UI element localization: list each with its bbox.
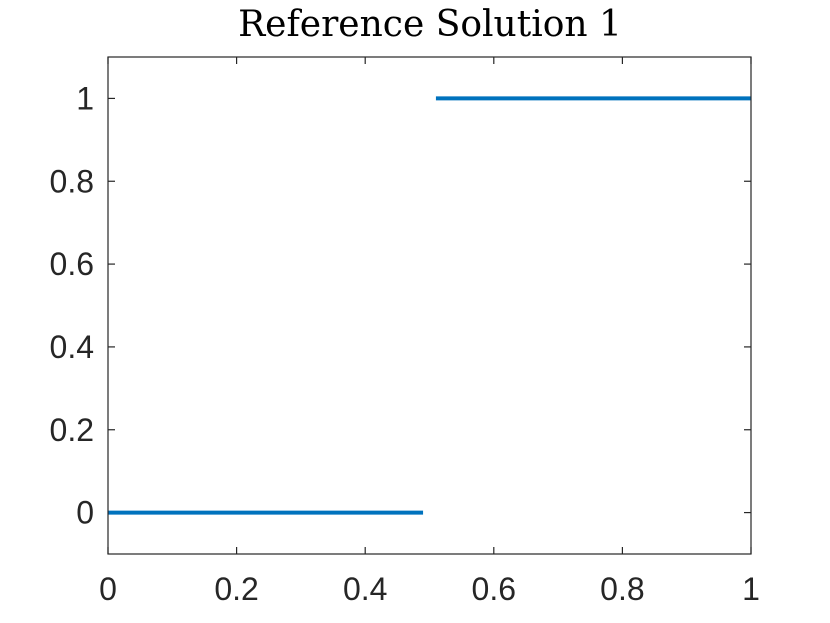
series-group bbox=[108, 96, 751, 515]
plot-area bbox=[108, 57, 751, 554]
x-tick-labels: 0 0.2 0.4 0.6 0.8 1 bbox=[99, 571, 760, 607]
x-tick-label: 0.6 bbox=[472, 571, 516, 607]
y-tick-label: 0.2 bbox=[50, 412, 94, 448]
y-tick-label: 0.4 bbox=[50, 329, 94, 365]
x-tick-label: 0.8 bbox=[600, 571, 644, 607]
chart-title: Reference Solution 1 bbox=[238, 4, 622, 45]
x-tick-label: 0.2 bbox=[214, 571, 258, 607]
x-tick-label: 0.4 bbox=[343, 571, 387, 607]
x-tick-label: 0 bbox=[99, 571, 117, 607]
y-tick-label: 0.6 bbox=[50, 246, 94, 282]
y-tick-labels: 0 0.2 0.4 0.6 0.8 1 bbox=[50, 80, 94, 530]
y-tick-label: 1 bbox=[76, 80, 94, 116]
y-tick-label: 0.8 bbox=[50, 163, 94, 199]
axes-box bbox=[107, 56, 752, 555]
y-tick-label: 0 bbox=[76, 495, 94, 531]
x-tick-label: 1 bbox=[742, 571, 760, 607]
